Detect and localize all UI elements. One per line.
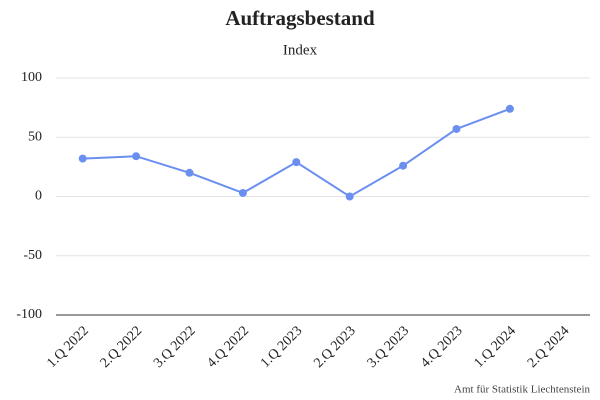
y-tick-label: 0 [35, 189, 42, 204]
data-point [399, 161, 408, 170]
data-point [132, 152, 141, 161]
x-tick-label: 2.Q 2023 [311, 323, 358, 370]
data-point [505, 104, 514, 113]
data-point [185, 168, 194, 177]
chart-subtitle: Index [283, 42, 318, 58]
source-credit: Amt für Statistik Liechtenstein [454, 384, 590, 396]
data-point [292, 158, 301, 167]
data-point [345, 192, 354, 201]
chart-title: Auftragsbestand [225, 6, 375, 30]
x-tick-label: 2.Q 2024 [525, 323, 572, 370]
x-tick-label: 3.Q 2022 [151, 323, 198, 370]
data-line [82, 107, 511, 198]
data-point [78, 154, 87, 163]
y-tick-label: -50 [23, 248, 42, 263]
x-tick-label: 4.Q 2023 [418, 323, 465, 370]
y-tick-label: 50 [28, 129, 42, 144]
x-tick-label: 3.Q 2023 [365, 323, 412, 370]
data-point [238, 188, 247, 197]
x-tick-label: 1.Q 2022 [44, 323, 91, 370]
y-tick-label: 100 [21, 70, 42, 85]
x-tick-label: 2.Q 2022 [98, 323, 145, 370]
y-tick-label: -100 [16, 307, 42, 322]
data-point [452, 124, 461, 133]
x-tick-label: 4.Q 2022 [205, 323, 252, 370]
x-tick-label: 1.Q 2023 [258, 323, 305, 370]
x-tick-label: 1.Q 2024 [472, 323, 519, 370]
